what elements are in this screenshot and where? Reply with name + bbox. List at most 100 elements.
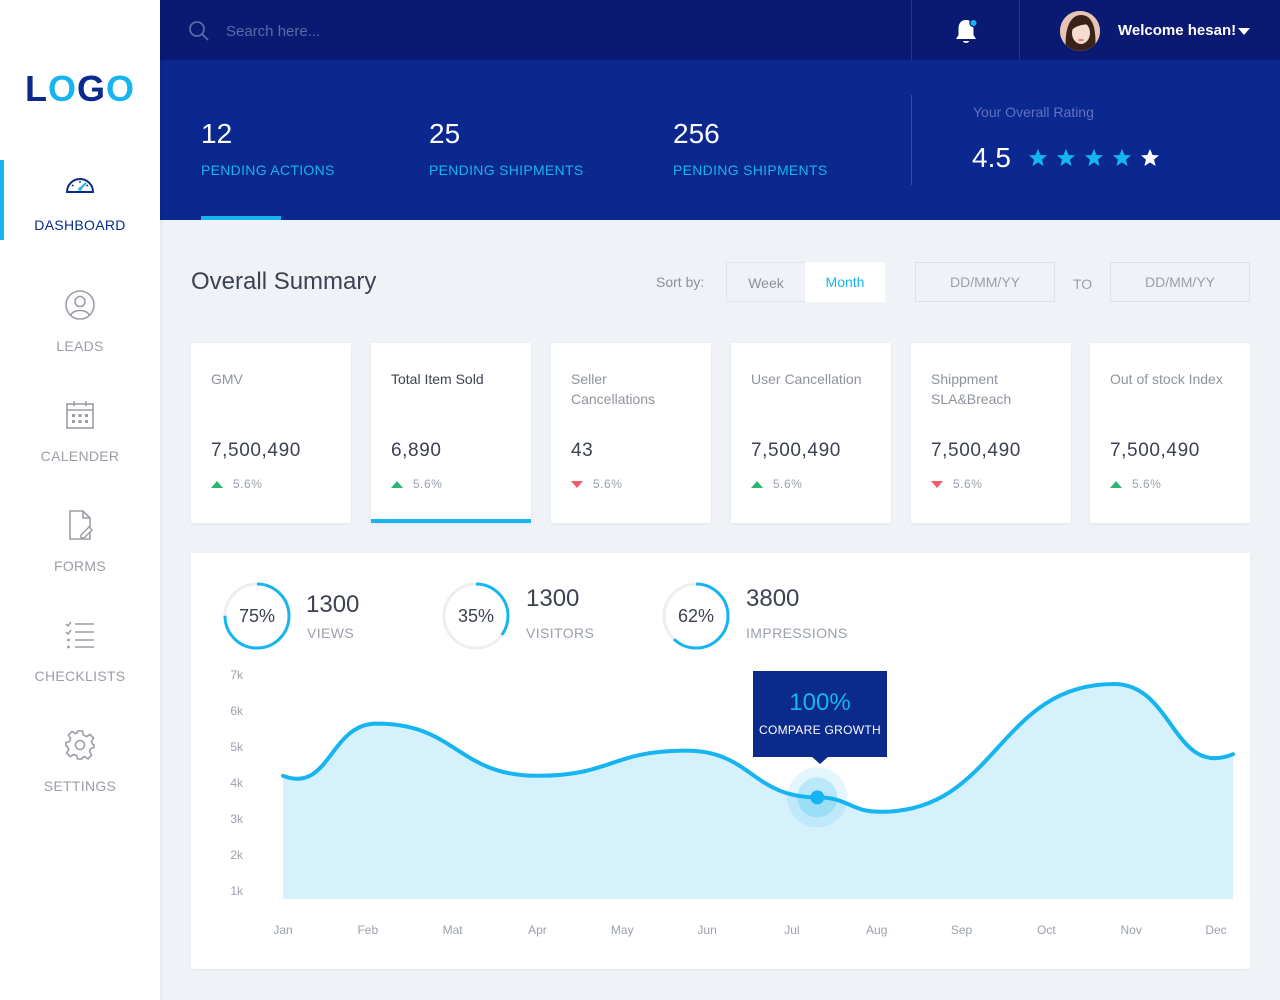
card-value: 7,500,490 — [211, 440, 301, 461]
avatar[interactable] — [1060, 11, 1100, 51]
sidebar: LOGO DASHBOARD LEADS C — [0, 0, 160, 1000]
rating-stars — [1028, 148, 1160, 168]
kpi-ring-visitors: 35% — [441, 581, 511, 651]
card-trend: 5.6% — [211, 477, 262, 491]
stat-pending-shipments-2[interactable]: 256 PENDING SHIPMENTS — [673, 118, 827, 178]
card-trend: 5.6% — [1110, 477, 1161, 491]
progress-ring — [223, 582, 291, 650]
sidebar-item-forms[interactable]: FORMS — [0, 509, 160, 589]
series-line-growth — [281, 681, 1235, 814]
sort-week-button[interactable]: Week — [726, 262, 806, 302]
gear-icon — [65, 730, 95, 760]
stat-value: 256 — [673, 118, 720, 149]
checklist-icon — [65, 621, 94, 649]
logo-letter-l: L — [24, 68, 48, 109]
stat-value: 25 — [429, 118, 461, 149]
logo[interactable]: LOGO — [0, 68, 160, 110]
metric-card-gmv[interactable]: GMV 7,500,490 5.6% — [191, 343, 351, 523]
chart-panel: 75% 1300 VIEWS 35% 1300 VISITORS 62% 380… — [191, 553, 1250, 969]
x-tick-label: Oct — [1037, 923, 1056, 937]
sidebar-item-leads[interactable]: LEADS — [0, 289, 160, 369]
stat-pending-shipments[interactable]: 25 PENDING SHIPMENTS — [429, 118, 583, 178]
y-tick-label: 3k — [230, 812, 244, 826]
kpi-value-visitors: 1300 — [526, 585, 580, 612]
card-title: Shippment SLA&Breach — [931, 371, 1012, 407]
card-value: 6,890 — [391, 440, 442, 461]
trend-up-icon — [391, 480, 403, 488]
trend-down-icon — [571, 480, 583, 488]
x-tick-label: Jun — [697, 923, 716, 937]
stat-value: 12 — [201, 118, 233, 149]
date-to-input[interactable] — [1110, 262, 1250, 302]
sidebar-item-dashboard[interactable]: DASHBOARD — [0, 168, 160, 248]
card-title: Total Item Sold — [391, 371, 484, 387]
y-tick-label: 4k — [230, 776, 244, 790]
stat-label: PENDING ACTIONS — [201, 162, 335, 178]
tooltip-arrow — [811, 756, 829, 764]
card-value: 7,500,490 — [751, 440, 841, 461]
form-icon — [69, 510, 93, 540]
trend-down-icon — [931, 480, 943, 488]
star-icon — [1085, 149, 1103, 166]
metric-card-shippment-sla[interactable]: Shippment SLA&Breach 7,500,490 5.6% — [911, 343, 1071, 523]
kpi-ring-views: 75% — [222, 581, 292, 651]
y-tick-label: 5k — [230, 740, 244, 754]
trend-value: 5.6% — [953, 477, 983, 491]
x-tick-label: Jul — [784, 923, 799, 937]
sort-month-button[interactable]: Month — [805, 262, 885, 302]
kpi-percent: 75% — [238, 606, 276, 626]
metric-card-seller-cancellations[interactable]: Seller Cancellations 43 5.6% — [551, 343, 711, 523]
metric-card-out-of-stock[interactable]: Out of stock Index 7,500,490 5.6% — [1090, 343, 1250, 523]
search-input[interactable] — [226, 16, 726, 46]
x-tick-label: Mat — [443, 923, 464, 937]
metric-card-total-item-sold[interactable]: Total Item Sold 6,890 5.6% — [371, 343, 531, 523]
chart-tooltip: 100% COMPARE GROWTH — [753, 671, 887, 757]
top-divider-2 — [1019, 0, 1020, 60]
x-tick-label: May — [611, 923, 634, 937]
sidebar-label-dashboard: DASHBOARD — [34, 217, 126, 233]
series-area-growth — [283, 684, 1233, 899]
highlight-point — [810, 790, 825, 805]
growth-area-chart[interactable]: 7k 6k 5k 4k 3k 2k 1k Jan Feb Mat Apr May Jun Jul Aug Se… — [191, 553, 1250, 969]
y-tick-label: 2k — [230, 848, 244, 862]
bell-icon[interactable] — [950, 16, 982, 48]
search-icon[interactable] — [188, 20, 210, 42]
card-title: Out of stock Index — [1110, 371, 1223, 387]
date-to-label: TO — [1073, 276, 1093, 292]
sidebar-item-checklists[interactable]: CHECKLISTS — [0, 619, 160, 699]
stat-label: PENDING SHIPMENTS — [429, 162, 584, 178]
sidebar-item-settings[interactable]: SETTINGS — [0, 729, 160, 809]
welcome-text: Welcome hesan! — [1118, 22, 1237, 39]
tooltip-label: COMPARE GROWTH — [759, 723, 881, 737]
kpi-value-impressions: 3800 — [746, 585, 800, 612]
sidebar-item-calender[interactable]: CALENDER — [0, 399, 160, 479]
card-trend: 5.6% — [571, 477, 622, 491]
star-icon — [1029, 149, 1047, 166]
trend-value: 5.6% — [233, 477, 263, 491]
progress-ring-arc — [442, 582, 510, 650]
star-icon — [1057, 149, 1075, 166]
logo-letter-o2: O — [106, 68, 136, 109]
page-title: Overall Summary — [191, 268, 377, 295]
stat-pending-actions[interactable]: 12 PENDING ACTIONS — [201, 118, 335, 178]
card-value: 43 — [571, 440, 594, 461]
sidebar-label-settings: SETTINGS — [43, 778, 117, 794]
x-tick-label: Feb — [357, 923, 378, 937]
progress-ring — [662, 582, 730, 650]
x-tick-label: Apr — [528, 923, 547, 937]
avatar-image — [1060, 11, 1100, 51]
trend-value: 5.6% — [773, 477, 803, 491]
logo-letter-o: O — [47, 68, 77, 109]
card-title: User Cancellation — [751, 371, 862, 387]
user-icon — [65, 290, 95, 320]
gauge-icon — [65, 178, 95, 193]
trend-up-icon — [751, 480, 763, 488]
trend-value: 5.6% — [593, 477, 623, 491]
x-tick-label: Jan — [273, 923, 292, 937]
banner-divider — [911, 95, 912, 185]
chevron-down-icon[interactable] — [1238, 28, 1250, 35]
metric-card-user-cancellation[interactable]: User Cancellation 7,500,490 5.6% — [731, 343, 891, 523]
date-from-input[interactable] — [915, 262, 1055, 302]
trend-up-icon — [211, 480, 223, 488]
card-title: GMV — [211, 371, 243, 387]
